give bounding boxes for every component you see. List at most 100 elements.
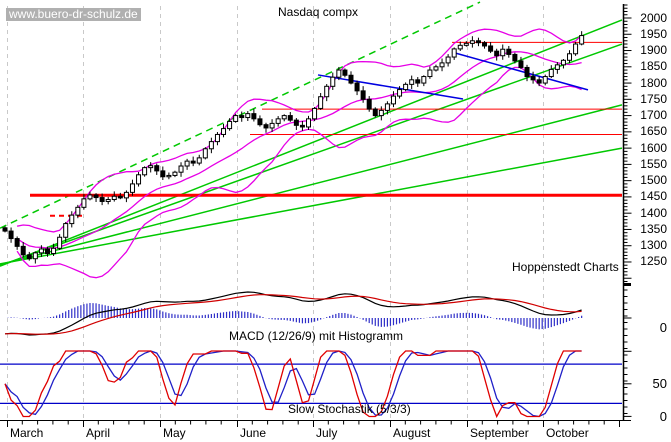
candle-body xyxy=(239,115,245,119)
month-label: May xyxy=(163,426,186,440)
candle-body xyxy=(536,79,542,84)
price-axis-label: 1800 xyxy=(640,75,667,90)
candle-body xyxy=(451,48,457,58)
candle-body xyxy=(123,191,129,199)
price-axis-label: 1950 xyxy=(640,26,667,41)
month-label: September xyxy=(470,426,529,440)
candle-body xyxy=(457,44,463,50)
candle-body xyxy=(214,133,220,143)
month-label: March xyxy=(10,426,44,440)
candle-body xyxy=(8,230,14,240)
candle-body xyxy=(560,59,566,66)
candle-body xyxy=(69,214,75,225)
candle-body xyxy=(415,79,421,84)
bollinger-middle xyxy=(16,51,582,249)
candle-body xyxy=(524,66,530,78)
stoch-k-line xyxy=(4,350,582,419)
candle-body xyxy=(202,148,208,159)
candle-body xyxy=(142,167,148,176)
candle-body xyxy=(494,50,500,57)
price-axis-label: 1750 xyxy=(640,91,667,106)
candle-body xyxy=(105,199,111,202)
stoch-zero-label: 0 xyxy=(659,409,667,424)
candle-body xyxy=(257,118,263,126)
candle-body xyxy=(93,194,99,199)
candle-body xyxy=(160,170,166,178)
candle-body xyxy=(190,160,196,164)
price-axis-label: 1700 xyxy=(640,108,667,123)
candle-body xyxy=(336,69,342,78)
candle-body xyxy=(324,85,330,98)
candle-body xyxy=(554,64,560,70)
candle-body xyxy=(542,76,548,84)
candle-body xyxy=(81,198,87,208)
candle-body xyxy=(287,115,293,121)
price-axis-label: 1300 xyxy=(640,238,667,253)
price-axis-label: 1250 xyxy=(640,254,667,269)
candle-body xyxy=(482,42,488,47)
candle-body xyxy=(148,165,154,169)
candle-body xyxy=(312,107,318,120)
candle-body xyxy=(196,157,202,164)
macd-signal-line xyxy=(4,294,582,335)
candle-body xyxy=(579,35,585,45)
candle-body xyxy=(227,120,233,130)
candle-body xyxy=(26,254,32,260)
price-axis-label: 1600 xyxy=(640,140,667,155)
candle-body xyxy=(44,248,50,255)
candle-body xyxy=(330,76,336,87)
candle-body xyxy=(166,174,172,178)
candle-body xyxy=(354,82,360,92)
watermark: www.buero-dr-schulz.de xyxy=(6,8,141,21)
candle-body xyxy=(348,74,354,84)
candle-body xyxy=(439,62,445,68)
candle-body xyxy=(281,115,287,120)
candle-body xyxy=(378,109,384,117)
candle-body xyxy=(573,43,579,55)
candle-body xyxy=(567,53,573,61)
month-label: October xyxy=(546,426,589,440)
price-axis-label: 2000 xyxy=(640,10,667,25)
candle-body xyxy=(299,124,305,128)
candle-body xyxy=(263,124,269,129)
candle-body xyxy=(384,103,390,111)
candle-body xyxy=(20,245,26,256)
candle-body xyxy=(397,89,403,97)
candle-body xyxy=(32,252,38,260)
candle-body xyxy=(251,113,257,120)
candle-body xyxy=(269,122,275,129)
candle-body xyxy=(488,45,494,52)
candle-body xyxy=(245,113,251,119)
candle-body xyxy=(63,223,69,238)
stoch-fifty-label: 50 xyxy=(652,376,667,391)
candle-body xyxy=(154,165,160,172)
blue-trendline xyxy=(451,51,589,91)
candle-body xyxy=(469,40,475,44)
candle-body xyxy=(548,68,554,78)
candle-body xyxy=(14,238,20,247)
candle-body xyxy=(445,56,451,64)
candle-body xyxy=(2,227,8,232)
green-trendline xyxy=(0,147,623,265)
candle-body xyxy=(433,66,439,71)
green-trendline xyxy=(0,19,623,267)
price-axis-label: 1500 xyxy=(640,173,667,188)
price-axis-label: 1550 xyxy=(640,156,667,171)
green-trendline xyxy=(0,43,623,267)
price-axis-label: 1850 xyxy=(640,59,667,74)
candle-body xyxy=(99,197,105,202)
candle-body xyxy=(111,195,117,201)
candle-body xyxy=(390,95,396,105)
candle-body xyxy=(500,48,506,57)
candle-body xyxy=(463,42,469,46)
candle-body xyxy=(129,183,135,193)
candle-body xyxy=(184,160,190,167)
candle-body xyxy=(421,76,427,84)
green-trendline xyxy=(0,104,623,266)
month-label: July xyxy=(316,426,338,440)
stoch-label: Slow Stochastik (5/3/3) xyxy=(288,402,411,416)
candle-body xyxy=(233,115,239,122)
candle-body xyxy=(208,141,214,150)
